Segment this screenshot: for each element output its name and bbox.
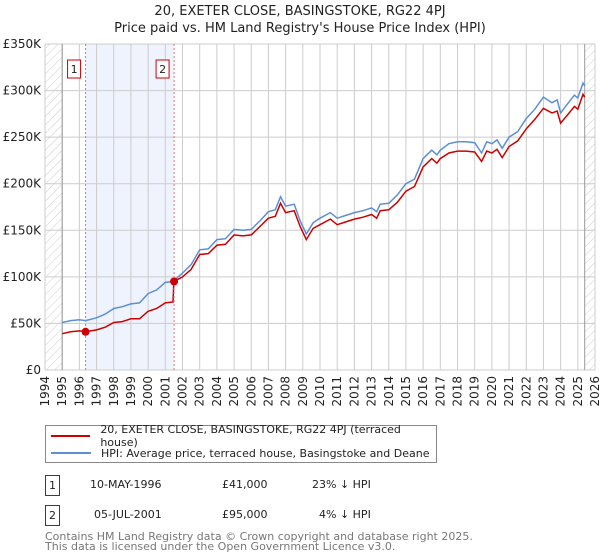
property-price-line (62, 92, 586, 335)
x-tick-label: 2009 (296, 376, 310, 407)
x-tick-label: 1999 (124, 376, 138, 407)
sale-label: 1 (71, 63, 78, 76)
x-tick-label: 2015 (399, 376, 413, 407)
x-tick-label: 2018 (451, 376, 465, 407)
x-tick-label: 2024 (554, 376, 568, 407)
footer-copyright: Contains HM Land Registry data © Crown c… (45, 530, 473, 543)
x-tick-label: 1997 (90, 376, 104, 407)
legend-blue-line-icon (51, 452, 91, 454)
x-tick-label: 2016 (416, 376, 430, 407)
x-tick-label: 2002 (176, 376, 190, 407)
transaction-diff: 4% ↓ HPI (319, 508, 371, 521)
y-tick-label: £250K (3, 130, 43, 144)
transaction-price: £95,000 (222, 508, 268, 521)
legend-label-property: 20, EXETER CLOSE, BASINGSTOKE, RG22 4PJ … (100, 423, 401, 449)
x-tick-label: 1994 (38, 376, 52, 407)
hatched-region-after-data (584, 44, 595, 370)
transaction-diff: 23% ↓ HPI (312, 478, 371, 491)
x-tick-label: 2005 (227, 376, 241, 407)
x-tick-label: 2012 (347, 376, 361, 407)
x-tick-label: 2020 (485, 376, 499, 407)
hpi-line (62, 81, 586, 324)
x-tick-label: 2004 (210, 376, 224, 407)
y-tick-label: £100K (3, 270, 43, 284)
legend-item-property: 20, EXETER CLOSE, BASINGSTOKE, RG22 4PJ … (51, 423, 436, 449)
sale-point (170, 277, 179, 286)
footer-licence: This data is licensed under the Open Gov… (45, 540, 396, 553)
x-tick-label: 2021 (502, 376, 516, 407)
transaction-marker: 1 (45, 475, 60, 496)
legend-red-line-icon (51, 435, 91, 437)
x-tick-label: 2000 (141, 376, 155, 407)
chart-title: 20, EXETER CLOSE, BASINGSTOKE, RG22 4PJ (154, 4, 446, 19)
ownership-shaded-region (85, 44, 175, 370)
transaction-row: 2 05-JUL-2001 £95,000 4% ↓ HPI (45, 505, 465, 527)
x-tick-label: 2026 (588, 376, 600, 407)
legend-label-hpi: HPI: Average price, terraced house, Basi… (101, 446, 430, 460)
x-tick-label: 2013 (365, 376, 379, 407)
x-tick-label: 2014 (382, 376, 396, 407)
x-tick-label: 2025 (571, 376, 585, 407)
x-tick-label: 2001 (158, 376, 172, 407)
transaction-date: 10-MAY-1996 (90, 478, 162, 491)
x-tick-label: 1998 (107, 376, 121, 407)
chart-subtitle: Price paid vs. HM Land Registry's House … (114, 21, 486, 36)
transaction-price: £41,000 (222, 478, 268, 491)
y-tick-label: £150K (3, 223, 43, 237)
x-tick-label: 2007 (261, 376, 275, 407)
legend: 20, EXETER CLOSE, BASINGSTOKE, RG22 4PJ … (45, 423, 437, 463)
x-tick-label: 2006 (244, 376, 258, 407)
x-tick-label: 2019 (468, 376, 482, 407)
sale-point (81, 327, 90, 336)
sale-label: 2 (159, 63, 166, 76)
sale-label-box (155, 59, 170, 79)
transaction-marker: 2 (45, 505, 60, 526)
y-tick-label: £0 (26, 363, 41, 377)
transaction-date: 05-JUL-2001 (94, 508, 162, 521)
x-tick-label: 2023 (536, 376, 550, 407)
x-tick-label: 2010 (313, 376, 327, 407)
y-tick-label: £200K (3, 177, 43, 191)
x-tick-label: 1995 (55, 376, 69, 407)
y-tick-label: £300K (3, 84, 43, 98)
hatched-region-before-data (45, 44, 63, 370)
sale-label-box (67, 59, 82, 79)
y-tick-label: £350K (3, 37, 43, 51)
legend-item-hpi: HPI: Average price, terraced house, Basi… (51, 445, 429, 461)
x-tick-label: 2022 (519, 376, 533, 407)
y-tick-label: £50K (10, 316, 42, 330)
x-tick-label: 2011 (330, 376, 344, 407)
x-tick-label: 2008 (279, 376, 293, 407)
transaction-row: 1 10-MAY-1996 £41,000 23% ↓ HPI (45, 475, 465, 497)
x-tick-label: 2003 (193, 376, 207, 407)
x-tick-label: 2017 (433, 376, 447, 407)
x-tick-label: 1996 (72, 376, 86, 407)
